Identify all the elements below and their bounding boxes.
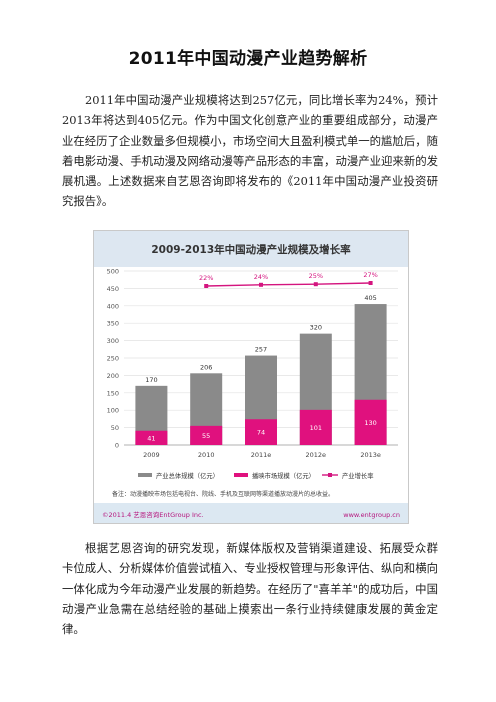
bar-playback (190, 425, 223, 445)
growth-point (313, 282, 318, 287)
chart-canvas: 2009-2013年中国动漫产业规模及增长率 0 50 100 150 200 250 30… (94, 231, 408, 523)
bar-series: 170 41 206 55 257 74 320 101 405 130 (135, 294, 387, 445)
chart-legend: 产业总体规模（亿元） 播映市场规模（亿元） 产业增长率 (138, 471, 373, 480)
legend-marker (328, 473, 332, 477)
analysis-paragraph: 根据艺恩咨询的研究发现，新媒体版权及营销渠道建设、拓展受众群卡位成人、分析媒体价… (62, 541, 438, 637)
chart-title: 2009-2013年中国动漫产业规模及增长率 (151, 243, 351, 256)
growth-label: 27% (363, 271, 377, 279)
bar-total-label: 206 (200, 363, 212, 371)
bar-playback-label: 41 (147, 434, 155, 442)
y-tick-label: 50 (111, 424, 119, 432)
x-tick-label: 2010 (198, 451, 215, 459)
bar-total-label: 257 (255, 346, 267, 354)
y-tick-label: 200 (107, 372, 119, 380)
growth-line-series: 22% 24% 25% 27% (199, 271, 378, 288)
growth-line (206, 282, 371, 287)
chart-figure: 2009-2013年中国动漫产业规模及增长率 0 50 100 150 200 250 30… (93, 230, 409, 524)
growth-label: 24% (254, 273, 268, 281)
y-tick-label: 150 (107, 389, 119, 397)
bar-playback (135, 430, 168, 445)
bar-total-label: 170 (145, 376, 157, 384)
y-tick-label: 350 (107, 320, 119, 328)
growth-label: 22% (199, 274, 213, 282)
bar-total-label: 320 (310, 324, 322, 332)
y-tick-label: 0 (115, 442, 119, 450)
y-tick-label: 100 (107, 407, 119, 415)
chart-copyright: ©2011.4 艺恩咨询EntGroup Inc. (102, 510, 204, 519)
bar-total-label: 405 (364, 294, 376, 302)
legend-swatch (138, 473, 152, 477)
x-tick-label: 2011e (251, 451, 272, 459)
x-tick-label: 2012e (306, 451, 327, 459)
page-title: 2011年中国动漫产业趋势解析 (128, 49, 368, 69)
legend-swatch (234, 473, 248, 477)
legend-label: 播映市场规模（亿元） (252, 471, 315, 480)
bar-playback-label: 74 (257, 429, 265, 437)
intro-paragraph: 2011年中国动漫产业规模将达到257亿元，同比增长率为24%，预计2013年将… (62, 93, 438, 209)
y-tick-label: 450 (107, 285, 119, 293)
bar-playback-label: 101 (310, 424, 322, 432)
chart-footer-band (94, 503, 408, 523)
bar-playback-label: 55 (202, 432, 210, 440)
y-tick-label: 500 (107, 268, 119, 276)
bar-playback-label: 130 (364, 419, 376, 427)
chart-website: www.entgroup.cn (343, 511, 400, 519)
x-tick-label: 2009 (143, 451, 160, 459)
growth-label: 25% (309, 272, 323, 280)
y-axis: 0 50 100 150 200 250 300 350 400 450 500 (107, 268, 119, 450)
legend-label: 产业增长率 (342, 471, 373, 480)
bar-playback (354, 399, 387, 445)
growth-point (368, 281, 373, 285)
bar-playback (245, 419, 277, 445)
growth-point (259, 282, 263, 287)
chart-note: 备注：动漫播映市场包括电视台、院线、手机及互联网等渠道播放动漫片的总收益。 (112, 490, 334, 498)
growth-point (204, 284, 209, 288)
bar-playback (299, 409, 332, 445)
x-axis: 2009 2010 2011e 2012e 2013e (143, 451, 381, 459)
y-tick-label: 250 (107, 355, 119, 363)
legend-label: 产业总体规模（亿元） (156, 471, 219, 480)
y-tick-label: 400 (107, 302, 119, 310)
x-tick-label: 2013e (360, 451, 381, 459)
chart-title-banner (94, 231, 408, 267)
y-tick-label: 300 (107, 337, 119, 345)
